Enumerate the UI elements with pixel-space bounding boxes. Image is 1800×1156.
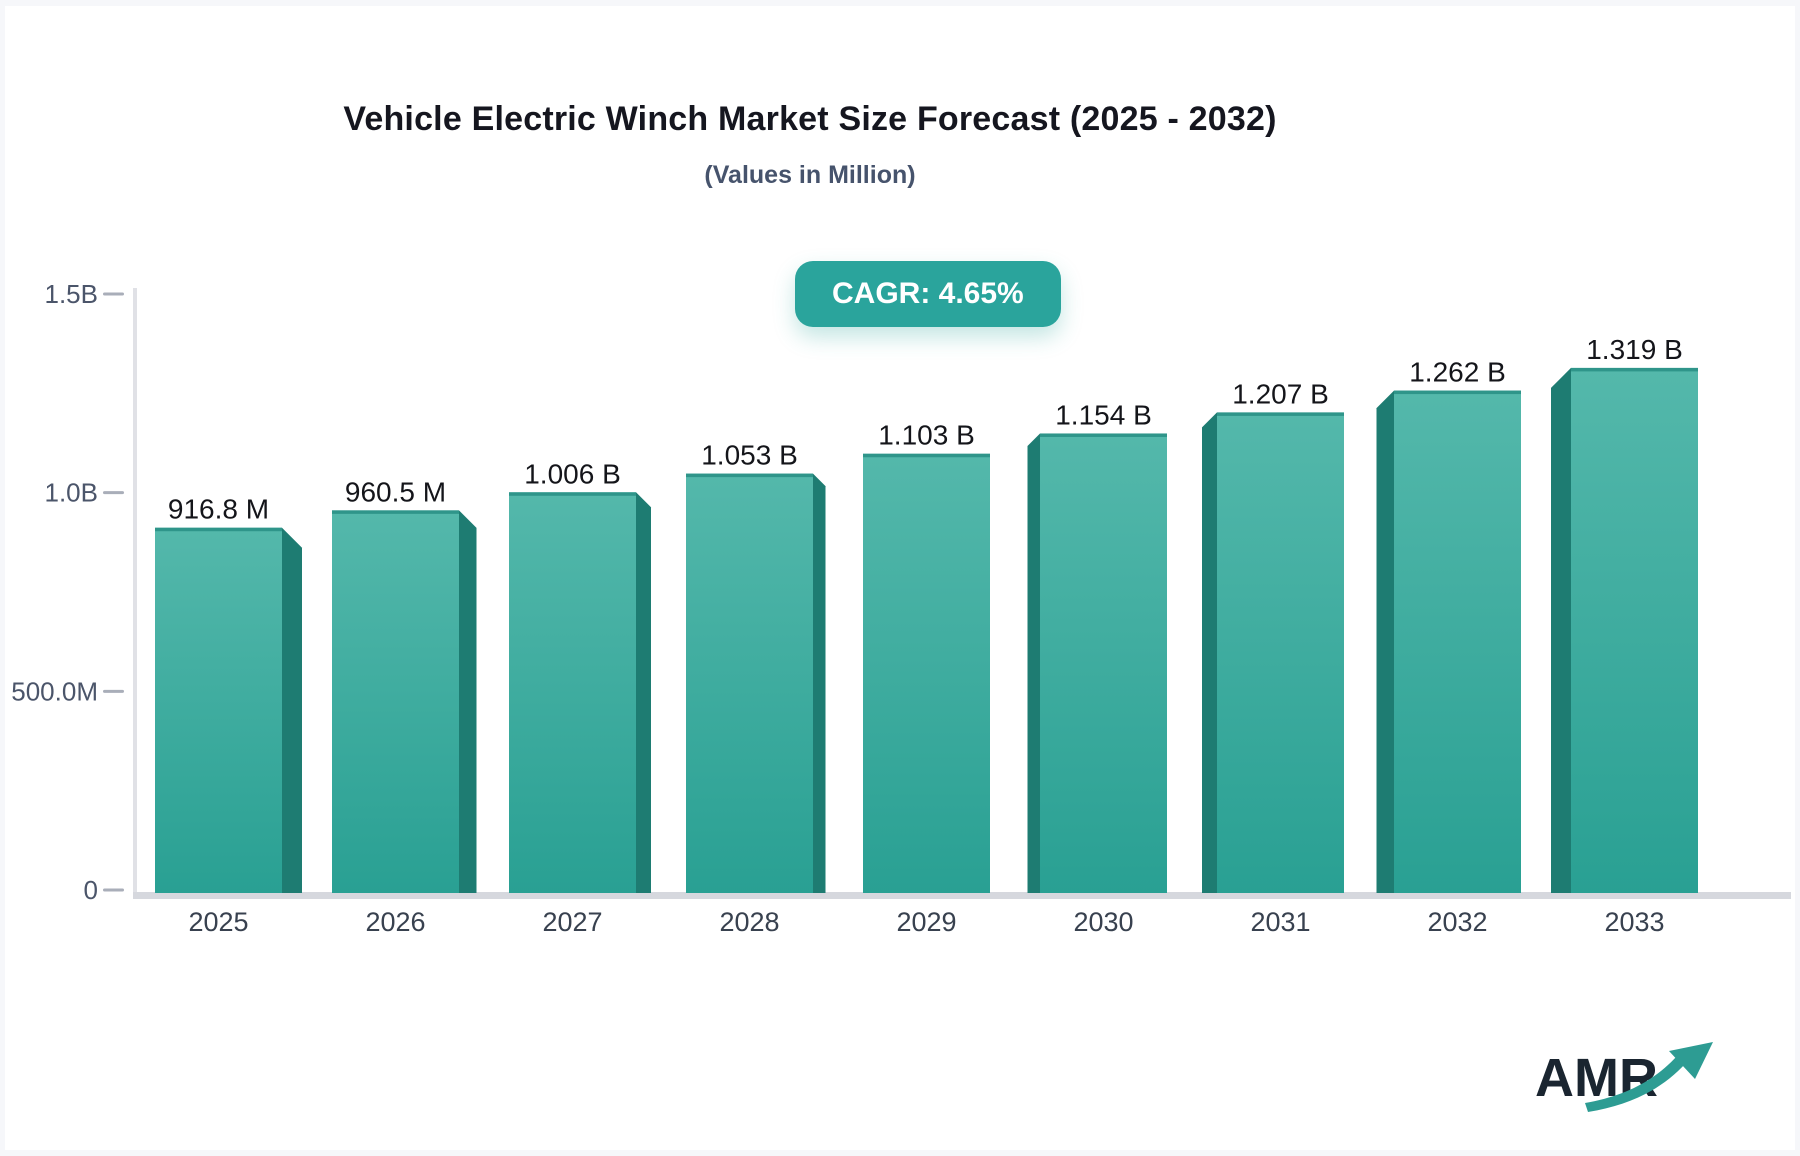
chart-canvas: Vehicle Electric Winch Market Size Forec…: [5, 6, 1795, 1150]
bar-side-2027: [636, 492, 651, 893]
bar-top-edge-2027: [509, 492, 636, 496]
x-axis-label-2028: 2028: [719, 907, 779, 937]
y-axis-tick-mark: [103, 292, 124, 296]
bar-2031: [1217, 412, 1344, 893]
y-axis-tick-mark: [103, 888, 124, 892]
bar-2028: [686, 473, 813, 893]
bar-value-label-2030: 1.154 B: [1055, 399, 1152, 430]
amr-logo: AMR: [1533, 1038, 1733, 1118]
bar-top-edge-2026: [332, 510, 459, 514]
x-axis-label-2025: 2025: [188, 907, 248, 937]
bar-2025: [155, 527, 282, 893]
x-axis-label-2033: 2033: [1604, 907, 1664, 937]
bar-side-2031: [1202, 412, 1217, 893]
x-axis-label-2032: 2032: [1427, 907, 1487, 937]
bar-top-edge-2029: [863, 453, 990, 458]
bar-2033: [1571, 367, 1698, 893]
x-axis-line: [133, 892, 1791, 899]
y-axis-tick-label: 500.0M: [11, 676, 98, 706]
y-axis-tick-label: 1.5B: [45, 279, 99, 309]
bar-value-label-2028: 1.053 B: [701, 440, 798, 471]
bar-top-edge-2031: [1217, 412, 1344, 416]
bar-value-label-2027: 1.006 B: [524, 458, 621, 489]
bar-side-2033: [1551, 367, 1571, 893]
bar-2027: [509, 492, 636, 893]
bar-top-edge-2032: [1394, 390, 1521, 395]
bar-value-label-2025: 916.8 M: [168, 494, 269, 525]
bar-side-2025: [282, 527, 302, 893]
chart-title: Vehicle Electric Winch Market Size Forec…: [343, 100, 1277, 138]
bar-top-edge-2033: [1571, 367, 1698, 372]
bar-2026: [332, 510, 459, 893]
chart-subtitle: (Values in Million): [704, 161, 916, 189]
amr-logo-text: AMR: [1535, 1048, 1658, 1108]
amr-logo-graphic: AMR: [1535, 1042, 1713, 1112]
bar-top-edge-2028: [686, 473, 813, 478]
y-axis-tick-mark: [103, 689, 124, 693]
bar-chart: 0 500.0M 1.0B 1.5B 916.8 M 2025 960.5 M 2026 1.0…: [11, 279, 1791, 937]
bar-value-label-2026: 960.5 M: [345, 476, 446, 507]
bar-value-label-2033: 1.319 B: [1586, 334, 1683, 365]
bar-value-label-2029: 1.103 B: [878, 420, 975, 451]
bar-side-2026: [459, 510, 477, 893]
amr-logo-arrowhead-icon: [1669, 1042, 1713, 1079]
bar-top-edge-2030: [1040, 433, 1167, 437]
bar-value-label-2032: 1.262 B: [1409, 357, 1506, 388]
bar-2029: [863, 453, 990, 893]
bar-2030: [1040, 433, 1167, 893]
bar-top-edge-2025: [155, 527, 282, 532]
bar-side-2032: [1376, 390, 1394, 893]
cagr-badge: CAGR: 4.65%: [795, 261, 1061, 327]
x-axis-label-2030: 2030: [1073, 907, 1133, 937]
x-axis-label-2031: 2031: [1250, 907, 1310, 937]
bar-2032: [1394, 390, 1521, 893]
y-axis-line: [133, 288, 137, 898]
x-axis-label-2029: 2029: [896, 907, 956, 937]
y-axis-tick-label: 1.0B: [45, 478, 99, 508]
amr-logo-arrow-icon: [1585, 1056, 1686, 1112]
x-axis-label-2027: 2027: [542, 907, 602, 937]
y-axis-tick-mark: [103, 491, 124, 495]
bar-side-2030: [1027, 433, 1040, 893]
bar-side-2028: [813, 473, 826, 893]
bar-value-label-2031: 1.207 B: [1232, 378, 1329, 409]
y-axis-tick-label: 0: [84, 875, 98, 905]
x-axis-label-2026: 2026: [365, 907, 425, 937]
